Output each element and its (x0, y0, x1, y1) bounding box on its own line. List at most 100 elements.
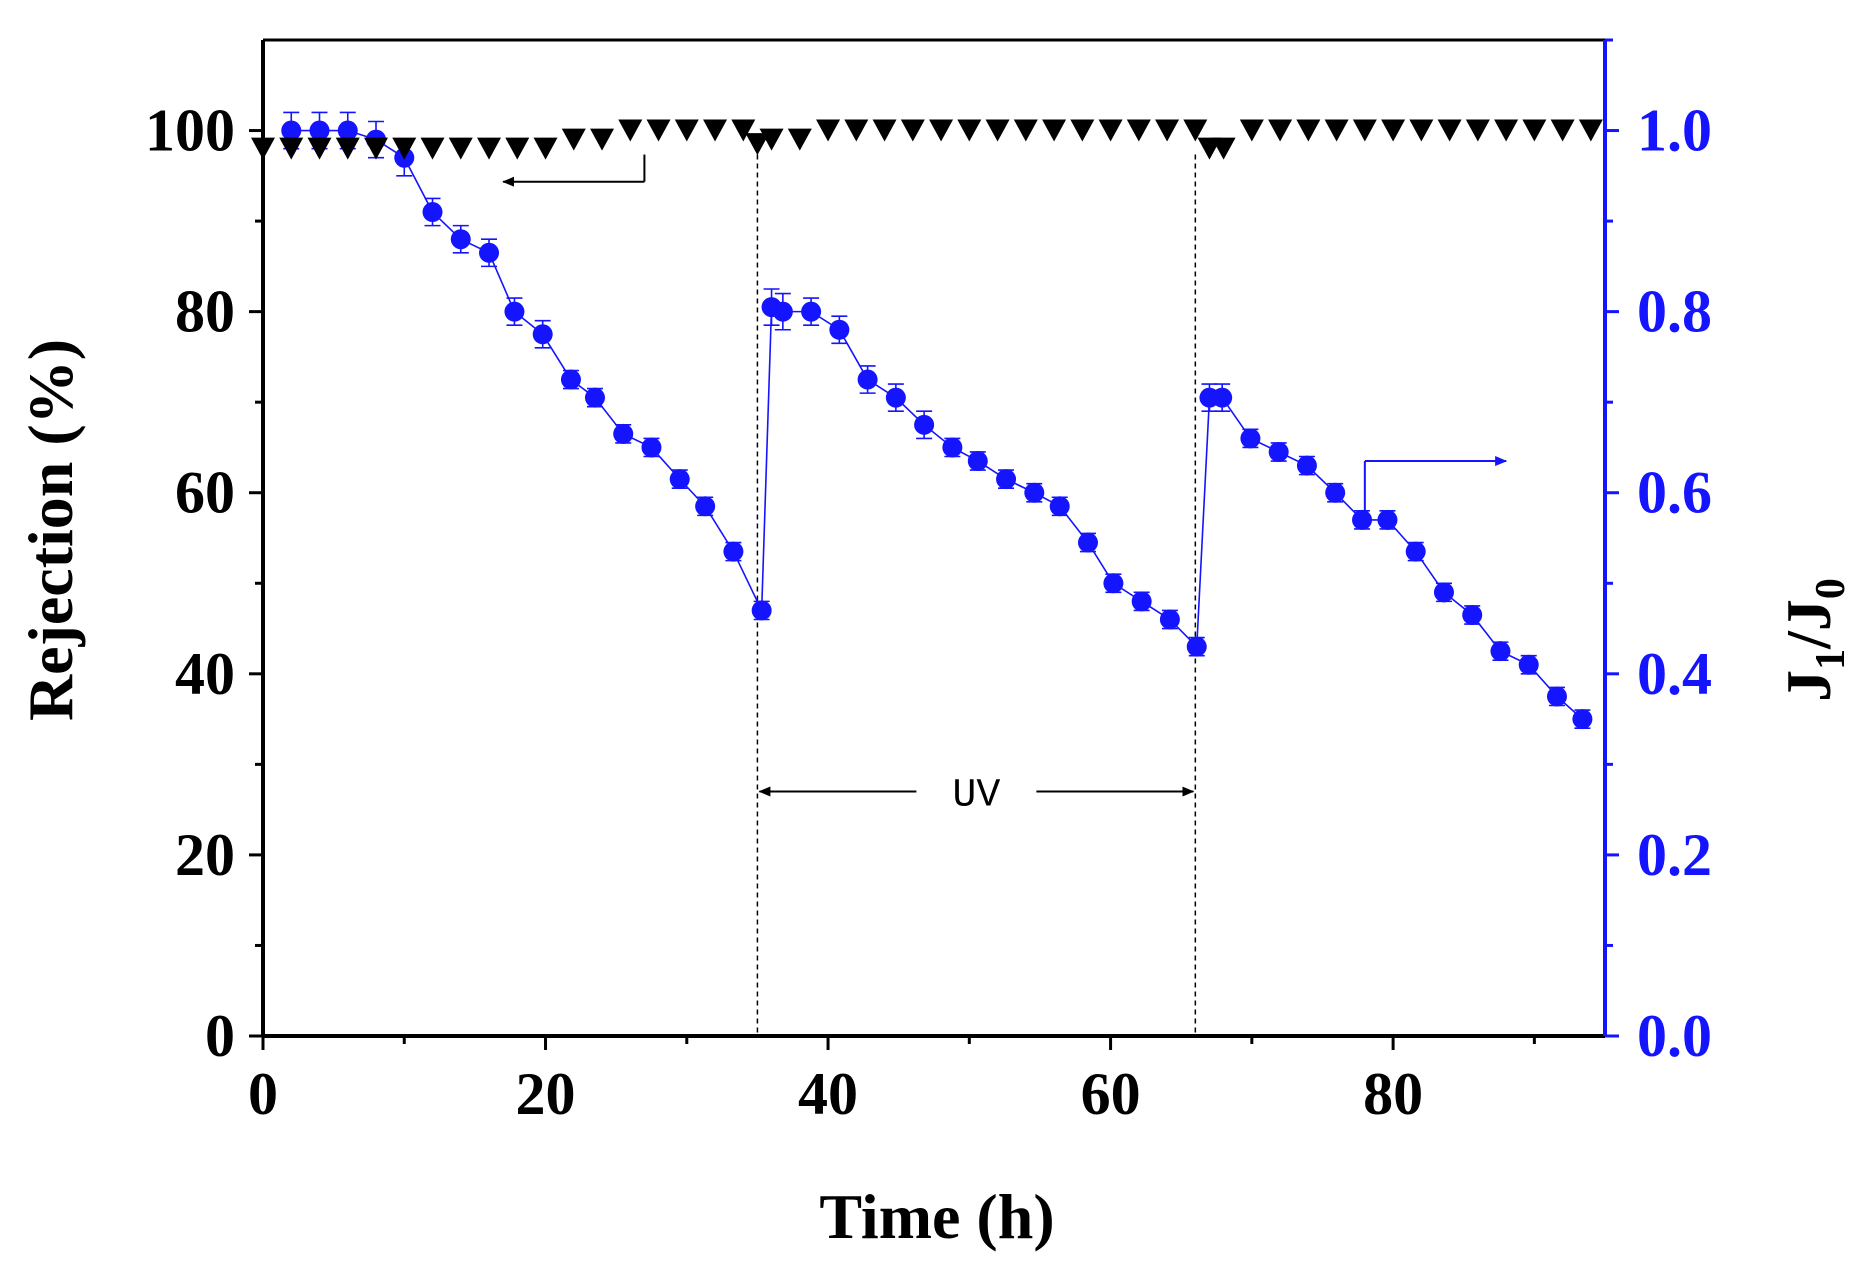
rejection-point (1550, 119, 1575, 142)
flux-point (641, 437, 662, 458)
flux-point (1572, 709, 1593, 730)
x-tick-label: 80 (1363, 1061, 1423, 1127)
rejection-point (1296, 119, 1321, 142)
flux-point (1212, 387, 1233, 408)
rejection-point (816, 119, 841, 142)
rejection-point (590, 128, 615, 151)
flux-point (281, 120, 302, 141)
flux-point (695, 496, 716, 517)
y-left-tick-label: 0 (205, 1003, 235, 1069)
flux-point (829, 319, 850, 340)
flux-point (801, 301, 822, 322)
flux-line (291, 129, 1583, 720)
y-left-tick-label: 100 (145, 98, 235, 164)
rejection-point (307, 137, 332, 160)
flux-point (1131, 591, 1152, 612)
flux-point (1405, 541, 1426, 562)
rejection-point (1324, 119, 1349, 142)
flux-point (751, 600, 772, 621)
rejection-point (1522, 119, 1547, 142)
flux-point (479, 242, 500, 263)
flux-point (942, 437, 963, 458)
rejection-point (279, 137, 304, 160)
flux-point (1462, 604, 1483, 625)
rejection-point (872, 119, 897, 142)
rejection-point (731, 119, 756, 142)
flux-point (772, 301, 793, 322)
flux-point (857, 369, 878, 390)
y-axis-title-right-sub1: 1 (1808, 649, 1854, 670)
flux-point (613, 423, 634, 444)
y-right-tick-label: 1.0 (1637, 98, 1712, 164)
rejection-point (1268, 119, 1293, 142)
flux-point (1159, 609, 1180, 630)
rejection-point (561, 128, 586, 151)
flux-point (532, 324, 553, 345)
y-axis-title-right-sub2: 0 (1808, 578, 1854, 599)
y-left-tick-label: 40 (175, 641, 235, 707)
rejection-point (335, 137, 360, 160)
rejection-point (420, 137, 445, 160)
flux-point (1377, 509, 1398, 530)
flux-point (1490, 641, 1511, 662)
y-right-tick-label: 0.8 (1637, 279, 1712, 345)
flux-point (1546, 686, 1567, 707)
x-tick-label: 40 (798, 1061, 858, 1127)
flux-point (885, 387, 906, 408)
rejection-point (448, 137, 473, 160)
y-axis-title-right: J1/J0 (1773, 578, 1854, 702)
rejection-point (1013, 119, 1038, 142)
flux-point (1352, 509, 1373, 530)
axes: 0 20 40 60 80 0 20 40 60 80 100 0.0 0.2 0.4 0.6 0.8 1.0 (145, 38, 1712, 1127)
rejection-point (364, 137, 389, 160)
rejection-point (1409, 119, 1434, 142)
rejection-point (1352, 119, 1377, 142)
rejection-point (957, 119, 982, 142)
flux-series (281, 111, 1593, 730)
flux-point (1186, 636, 1207, 657)
rejection-point (477, 137, 502, 160)
annotations: UV (502, 154, 1508, 819)
rejection-point (1211, 137, 1236, 160)
flux-point (337, 120, 358, 141)
rejection-point (1239, 119, 1264, 142)
flux-point (1077, 532, 1098, 553)
flux-point (1518, 654, 1539, 675)
x-axis-title: Time (h) (819, 1181, 1054, 1252)
uv-label: UV (952, 774, 1000, 819)
y-right-tick-label: 0.0 (1637, 1003, 1712, 1069)
rejection-point (1437, 119, 1462, 142)
y-right-tick-label: 0.4 (1637, 641, 1712, 707)
rejection-point (533, 137, 558, 160)
rejection-point (1183, 119, 1208, 142)
flux-point (669, 469, 690, 490)
x-tick-label: 20 (516, 1061, 576, 1127)
x-tick-label: 0 (248, 1061, 278, 1127)
flux-point (422, 202, 443, 223)
rejection-point (1578, 119, 1603, 142)
rejection-point (1381, 119, 1406, 142)
y-left-tick-label: 60 (175, 460, 235, 526)
flux-point (1433, 582, 1454, 603)
rejection-point (745, 133, 770, 156)
flux-point (560, 369, 581, 390)
flux-point (584, 387, 605, 408)
y-axis-title-right-main: J (1773, 670, 1844, 702)
rejection-point (392, 137, 417, 160)
y-axis-title-left: Rejection (%) (15, 339, 86, 721)
flux-point (1240, 428, 1261, 449)
flux-point (1296, 455, 1317, 476)
y-left-tick-label: 20 (175, 822, 235, 888)
rejection-point (1465, 119, 1490, 142)
rejection-point (759, 128, 784, 151)
rejection-point (251, 137, 275, 160)
rejection-point (787, 128, 812, 151)
rejection-point (985, 119, 1010, 142)
rejection-point (1126, 119, 1151, 142)
rejection-point (929, 119, 954, 142)
rejection-point (1042, 119, 1067, 142)
flux-point (967, 451, 988, 472)
rejection-point (1494, 119, 1519, 142)
x-tick-label: 60 (1081, 1061, 1141, 1127)
